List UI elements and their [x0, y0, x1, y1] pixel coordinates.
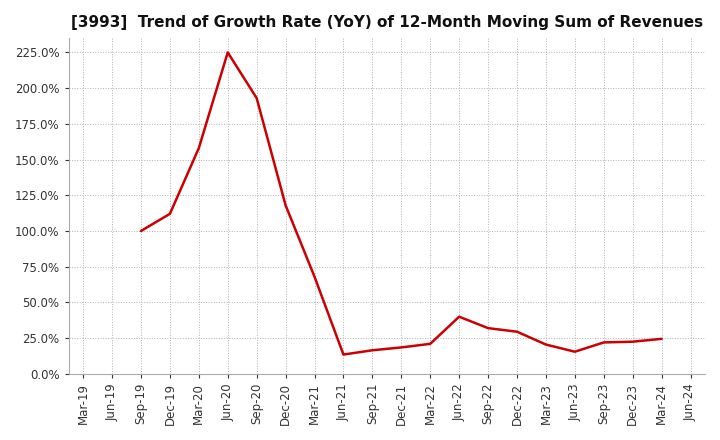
Title: [3993]  Trend of Growth Rate (YoY) of 12-Month Moving Sum of Revenues: [3993] Trend of Growth Rate (YoY) of 12-…	[71, 15, 703, 30]
